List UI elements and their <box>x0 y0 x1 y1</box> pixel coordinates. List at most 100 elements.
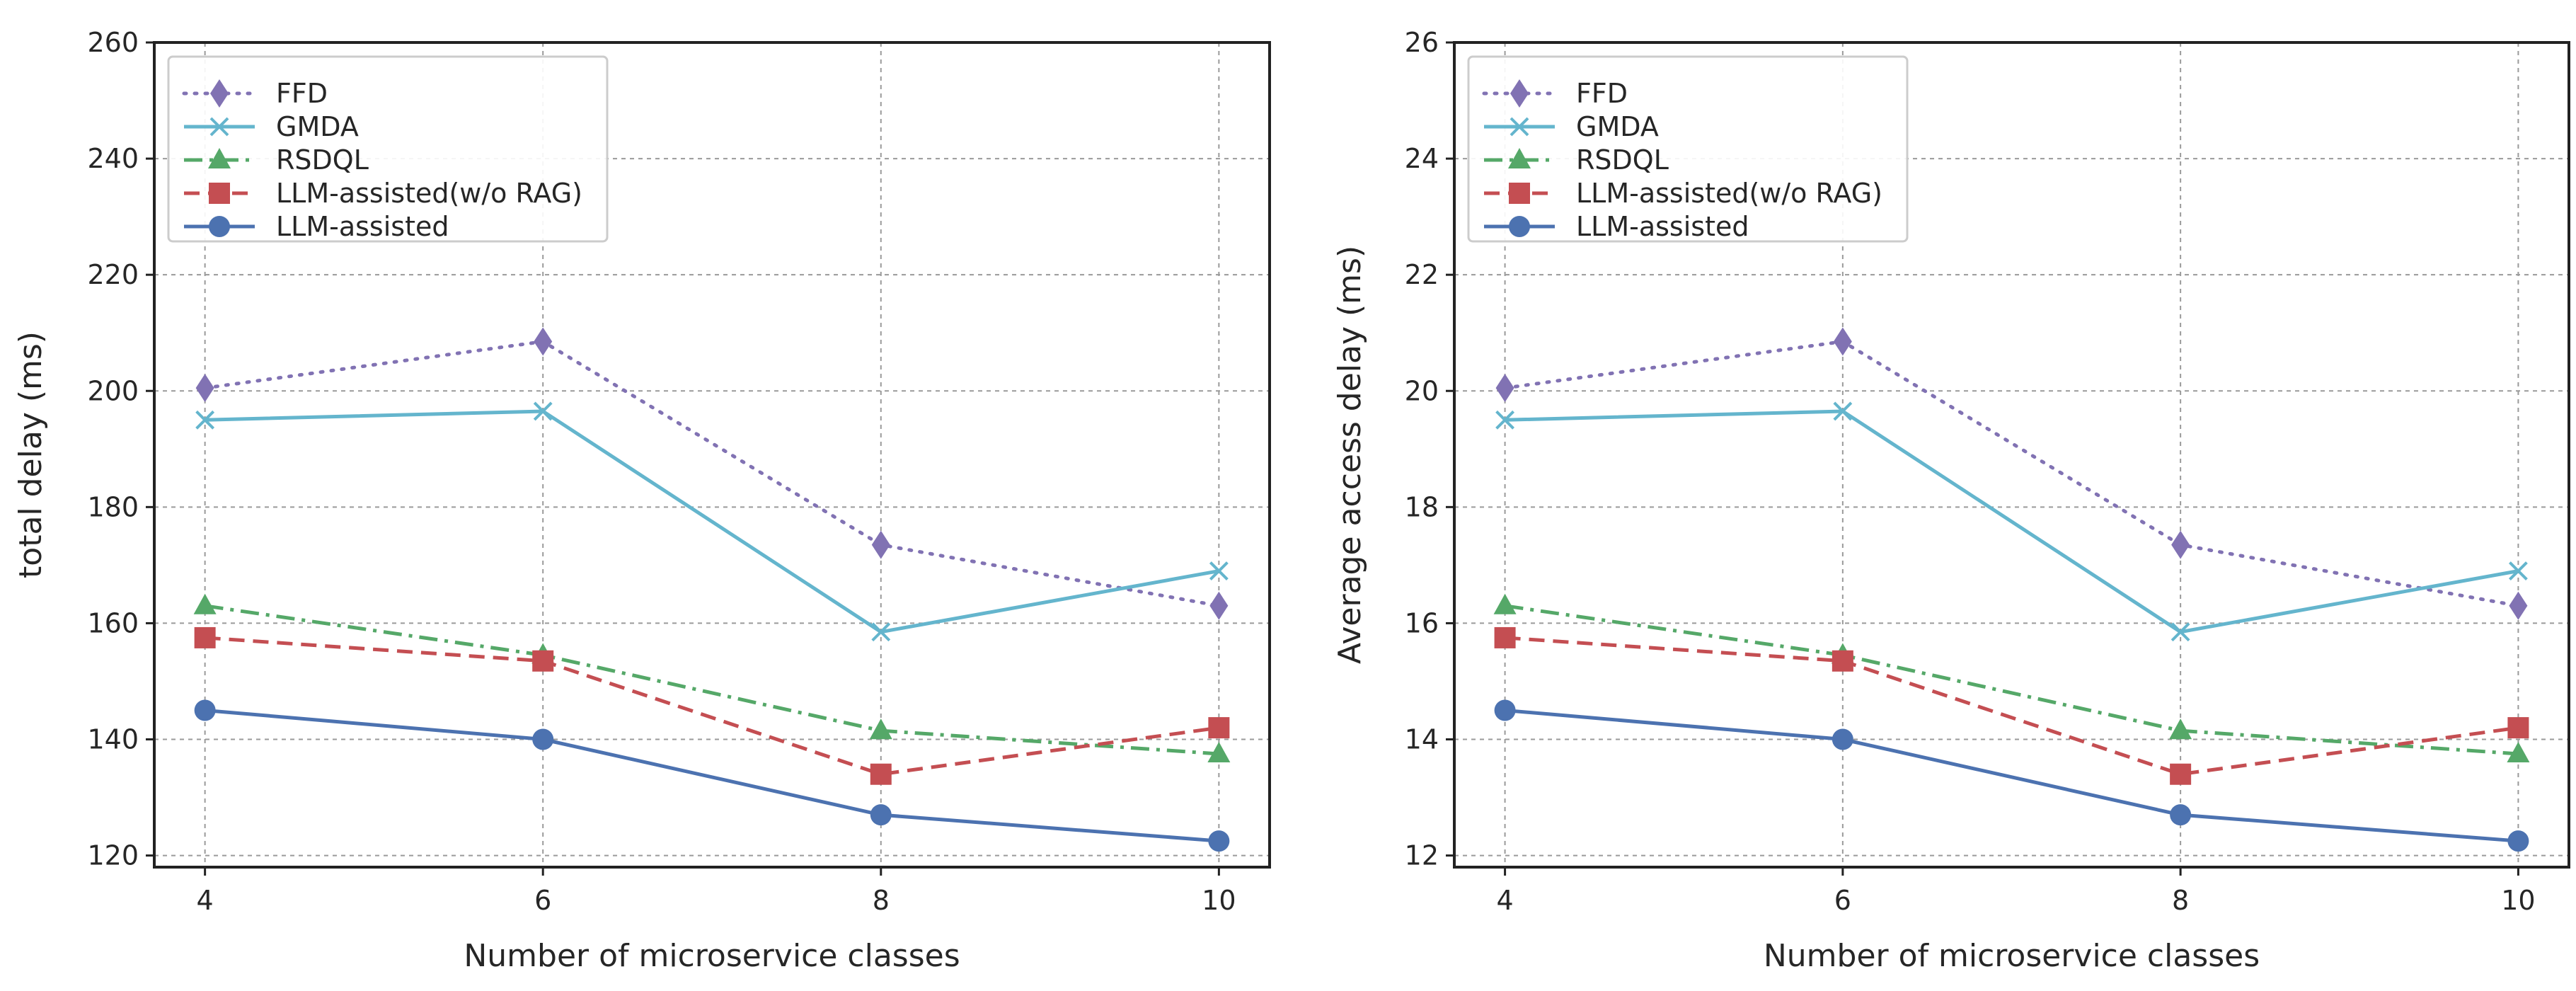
series-line-ffd <box>203 339 1221 608</box>
series-line-llm-assisted <box>205 708 1219 843</box>
series-llm-assisted <box>1494 699 2529 852</box>
x-tick-label: 8 <box>2172 885 2189 916</box>
series-llm-assisted <box>194 699 1230 852</box>
data-point-ffd <box>2171 530 2190 559</box>
series-line-llm-assisted-w-o-rag <box>205 636 1219 777</box>
plot-frame <box>1453 41 2570 869</box>
data-point-gmda <box>1209 561 1229 580</box>
legend-item-llm-assisted: LLM-assisted <box>1484 211 1749 242</box>
legend-item-llm-assisted-w-o-rag: LLM-assisted(w/o RAG) <box>1484 178 1882 209</box>
y-tick-label: 200 <box>87 375 139 406</box>
data-point-llm-assisted <box>1494 699 1516 721</box>
legend-label: LLM-assisted(w/o RAG) <box>1576 178 1882 209</box>
legend-item-gmda: GMDA <box>1484 111 1659 142</box>
data-point-llm-assisted <box>2170 804 2192 826</box>
data-point-ffd <box>1209 591 1229 620</box>
series-gmda <box>195 401 1229 642</box>
legend-label: GMDA <box>1576 111 1659 142</box>
data-point-llm-assisted <box>1208 830 1230 852</box>
series-line-gmda <box>1505 409 2519 634</box>
legend-marker <box>1509 216 1530 237</box>
legend-box <box>167 55 609 243</box>
legend-label: FFD <box>276 78 328 109</box>
legend-item-rsdql: RSDQL <box>184 144 369 176</box>
x-tick-label: 6 <box>1834 885 1851 916</box>
legend-marker <box>1510 79 1529 108</box>
series-llm-assisted-w-o-rag <box>194 626 1230 785</box>
legend-label: LLM-assisted(w/o RAG) <box>276 178 582 209</box>
y-tick-label: 14 <box>1405 724 1439 755</box>
data-point-llm-assisted-w-o-rag <box>1208 717 1230 739</box>
data-point-ffd <box>534 327 553 356</box>
y-tick-label: 180 <box>87 491 139 522</box>
data-point-gmda <box>871 622 891 642</box>
legend-item-ffd: FFD <box>182 78 328 109</box>
legend-label: LLM-assisted <box>276 211 449 242</box>
y-tick-label: 18 <box>1405 491 1439 522</box>
data-point-rsdql <box>193 593 217 614</box>
data-point-gmda <box>2170 622 2190 642</box>
y-tick-label: 160 <box>87 607 139 638</box>
data-point-gmda <box>533 401 553 421</box>
y-tick-label: 16 <box>1405 607 1439 638</box>
legend-marker <box>210 79 229 108</box>
series-rsdql <box>1493 593 2530 763</box>
legend-label: RSDQL <box>1576 144 1669 176</box>
legend-item-llm-assisted-w-o-rag: LLM-assisted(w/o RAG) <box>184 178 582 209</box>
series-line-llm-assisted-w-o-rag <box>1505 636 2519 777</box>
data-point-llm-assisted <box>194 699 216 721</box>
data-point-llm-assisted-w-o-rag <box>1494 626 1516 648</box>
legend-marker <box>1509 183 1530 204</box>
legend-marker <box>1510 117 1529 137</box>
data-point-rsdql <box>2169 718 2192 740</box>
legend-marker <box>209 117 229 137</box>
data-point-llm-assisted-w-o-rag <box>870 763 892 785</box>
y-tick-label: 20 <box>1405 375 1439 406</box>
y-tick-label: 22 <box>1405 259 1439 290</box>
data-point-gmda <box>1833 401 1853 421</box>
data-point-rsdql <box>1493 593 1517 614</box>
y-tick-label: 12 <box>1405 840 1439 871</box>
series-line-ffd <box>1503 339 2520 608</box>
x-axis-label: Number of microservice classes <box>1764 938 2260 974</box>
series-gmda <box>1495 401 2528 642</box>
y-tick-label: 240 <box>87 143 139 174</box>
x-tick-label: 10 <box>1202 885 1236 916</box>
legend-label: RSDQL <box>276 144 369 176</box>
series-ffd <box>195 327 1229 620</box>
legend-label: LLM-assisted <box>1576 211 1749 242</box>
data-point-llm-assisted <box>870 804 892 826</box>
data-point-llm-assisted-w-o-rag <box>2170 763 2192 785</box>
y-tick-label: 260 <box>87 27 139 58</box>
data-point-llm-assisted-w-o-rag <box>194 626 216 648</box>
data-point-rsdql <box>1207 742 1231 763</box>
data-point-llm-assisted <box>2507 830 2529 852</box>
data-point-ffd <box>871 530 890 559</box>
series-ffd <box>1495 327 2528 620</box>
legend-label: GMDA <box>276 111 359 142</box>
legend-item-llm-assisted: LLM-assisted <box>184 211 449 242</box>
x-axis-label: Number of microservice classes <box>464 938 960 974</box>
data-point-ffd <box>2509 591 2528 620</box>
data-point-llm-assisted-w-o-rag <box>2507 717 2529 739</box>
y-tick-label: 24 <box>1405 143 1439 174</box>
data-point-gmda <box>2508 561 2528 580</box>
legend-item-gmda: GMDA <box>184 111 359 142</box>
y-tick-label: 120 <box>87 840 139 871</box>
legend-box <box>1467 55 1909 243</box>
data-point-ffd <box>1833 327 1852 356</box>
data-point-ffd <box>195 374 214 403</box>
x-tick-label: 4 <box>197 885 214 916</box>
series-line-gmda <box>205 409 1219 634</box>
left-chart-total-delay: 120 140 160 180 200 220 240 260 4 6 8 10 Number of m… <box>13 27 1271 974</box>
legend-marker <box>208 148 231 168</box>
legend-marker <box>209 183 230 204</box>
data-point-llm-assisted <box>532 728 554 750</box>
x-tick-label: 6 <box>534 885 551 916</box>
legend-item-ffd: FFD <box>1482 78 1628 109</box>
x-tick-label: 4 <box>1496 885 1513 916</box>
data-point-llm-assisted-w-o-rag <box>1832 650 1853 672</box>
